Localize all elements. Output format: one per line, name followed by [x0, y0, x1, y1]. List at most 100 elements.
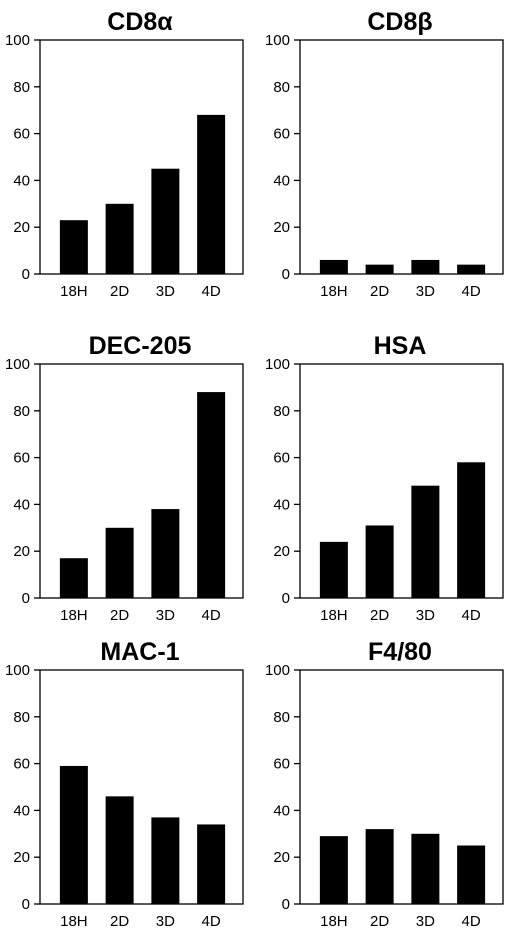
y-tick-label: 40: [273, 496, 290, 513]
chart-title: HSA: [374, 332, 427, 360]
y-tick-label: 80: [273, 79, 290, 96]
plot-frame: [299, 39, 504, 275]
chart-svg-5: MAC-1 0 20 40 60 80 100 18H 2D 3D 4D: [5, 638, 244, 930]
y-tick-label: 40: [13, 496, 30, 513]
chart-svg-2: CD8β 0 20 40 60 80 100 18H 2D 3D 4D: [265, 8, 504, 300]
chart-title: DEC-205: [89, 332, 192, 360]
chart-panel-6: F4/80 0 20 40 60 80 100 18H 2D 3D 4D: [260, 630, 520, 944]
y-tick-label: 100: [5, 662, 30, 679]
bar-18h: [319, 836, 348, 904]
y-tick-label: 60: [273, 756, 290, 773]
y-tick-label: 80: [13, 403, 30, 420]
x-category-label: 2D: [110, 283, 129, 300]
chart-title: MAC-1: [100, 638, 179, 666]
bar-18h: [319, 541, 348, 598]
y-tick-label: 20: [13, 543, 30, 560]
bar-18h: [59, 558, 88, 598]
y-tick-label: 100: [265, 356, 290, 373]
x-category-label: 3D: [156, 283, 175, 300]
y-tick-label: 100: [5, 32, 30, 49]
x-category-label: 18H: [60, 283, 88, 300]
chart-title: CD8α: [107, 8, 173, 36]
x-category-label: 3D: [156, 913, 175, 930]
y-tick-label: 100: [265, 662, 290, 679]
bar-4d: [457, 462, 486, 598]
plot-frame: [39, 363, 244, 599]
x-category-label: 4D: [462, 913, 481, 930]
x-category-label: 3D: [416, 607, 435, 624]
x-category-label: 3D: [416, 283, 435, 300]
y-tick-label: 0: [282, 896, 290, 913]
bar-3d: [411, 485, 440, 598]
y-tick-label: 0: [22, 590, 30, 607]
y-tick-label: 20: [13, 219, 30, 236]
chart-panel-2: CD8β 0 20 40 60 80 100 18H 2D 3D 4D: [260, 0, 520, 314]
x-category-label: 3D: [416, 913, 435, 930]
x-category-label: 2D: [110, 607, 129, 624]
bar-18h: [319, 259, 348, 274]
x-category-label: 2D: [370, 913, 389, 930]
y-tick-label: 0: [22, 266, 30, 283]
chart-panel-1: CD8α 0 20 40 60 80 100 18H 2D 3D 4D: [0, 0, 260, 314]
bar-4d: [197, 114, 226, 274]
y-tick-label: 0: [282, 590, 290, 607]
y-tick-label: 80: [13, 79, 30, 96]
x-category-label: 4D: [202, 283, 221, 300]
y-tick-label: 60: [273, 126, 290, 143]
y-tick-label: 20: [13, 849, 30, 866]
y-tick-label: 60: [273, 450, 290, 467]
bar-3d: [151, 509, 180, 598]
plot-frame: [299, 363, 504, 599]
y-tick-label: 60: [13, 450, 30, 467]
y-tick-label: 60: [13, 126, 30, 143]
x-category-label: 4D: [462, 607, 481, 624]
bar-2d: [105, 203, 134, 274]
bar-4d: [457, 845, 486, 904]
y-tick-label: 100: [5, 356, 30, 373]
y-tick-label: 60: [13, 756, 30, 773]
bar-2d: [365, 525, 394, 598]
chart-panel-5: MAC-1 0 20 40 60 80 100 18H 2D 3D 4D: [0, 630, 260, 944]
chart-svg-4: HSA 0 20 40 60 80 100 18H 2D 3D 4D: [265, 332, 504, 624]
y-tick-label: 40: [273, 802, 290, 819]
y-tick-label: 80: [273, 403, 290, 420]
bar-2d: [365, 829, 394, 904]
plot-frame: [39, 39, 244, 275]
x-category-label: 3D: [156, 607, 175, 624]
bar-3d: [411, 259, 440, 274]
bar-3d: [151, 817, 180, 904]
y-tick-label: 0: [282, 266, 290, 283]
y-tick-label: 80: [13, 709, 30, 726]
chart-svg-1: CD8α 0 20 40 60 80 100 18H 2D 3D 4D: [5, 8, 244, 300]
plot-frame: [299, 669, 504, 905]
bar-4d: [457, 264, 486, 274]
chart-title: F4/80: [368, 638, 432, 666]
bar-4d: [197, 824, 226, 904]
bar-3d: [151, 168, 180, 274]
bar-3d: [411, 833, 440, 904]
x-category-label: 2D: [110, 913, 129, 930]
chart-panel-4: HSA 0 20 40 60 80 100 18H 2D 3D 4D: [260, 324, 520, 638]
x-category-label: 18H: [60, 913, 88, 930]
x-category-label: 2D: [370, 607, 389, 624]
y-tick-label: 80: [273, 709, 290, 726]
y-tick-label: 40: [13, 172, 30, 189]
plot-frame: [39, 669, 244, 905]
x-category-label: 2D: [370, 283, 389, 300]
y-tick-label: 40: [13, 802, 30, 819]
bar-18h: [59, 765, 88, 904]
x-category-label: 18H: [60, 607, 88, 624]
x-category-label: 18H: [320, 607, 348, 624]
chart-panel-3: DEC-205 0 20 40 60 80 100 18H 2D 3D 4D: [0, 324, 260, 638]
y-tick-label: 0: [22, 896, 30, 913]
x-category-label: 4D: [202, 913, 221, 930]
y-tick-label: 100: [265, 32, 290, 49]
bar-2d: [365, 264, 394, 274]
y-tick-label: 20: [273, 219, 290, 236]
x-category-label: 4D: [202, 607, 221, 624]
chart-title: CD8β: [367, 8, 432, 36]
y-tick-label: 40: [273, 172, 290, 189]
x-category-label: 4D: [462, 283, 481, 300]
x-category-label: 18H: [320, 283, 348, 300]
y-tick-label: 20: [273, 543, 290, 560]
